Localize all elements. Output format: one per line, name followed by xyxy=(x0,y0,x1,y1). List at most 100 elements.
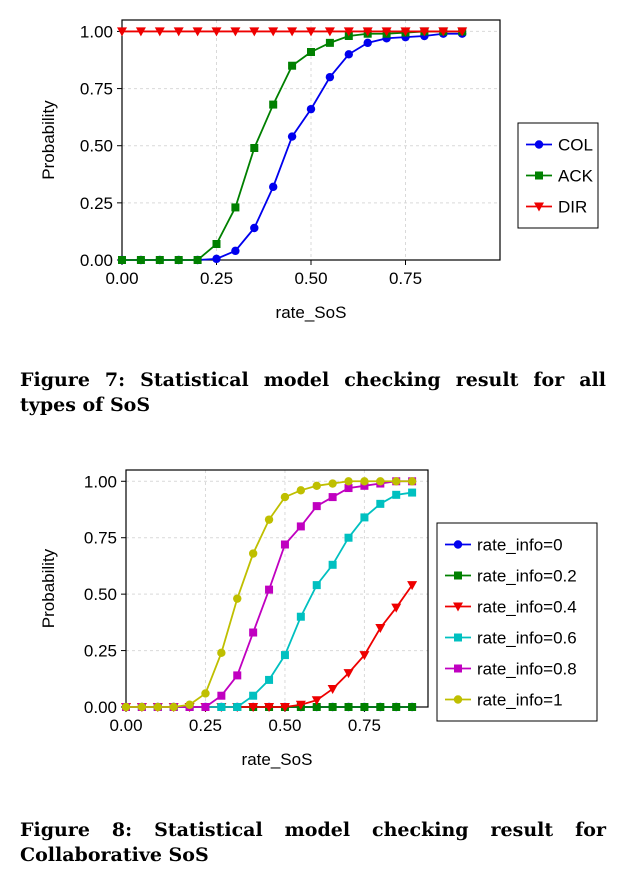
data-point xyxy=(269,182,278,192)
figure-7-caption: Figure 7: Statistical model checking res… xyxy=(20,369,606,416)
data-point xyxy=(250,223,259,233)
data-point xyxy=(201,689,210,698)
legend-marker xyxy=(534,140,544,149)
data-point xyxy=(375,624,386,633)
data-point xyxy=(217,703,226,711)
legend-label: ACK xyxy=(558,167,594,186)
data-point xyxy=(212,254,221,264)
legend-label: rate_info=0.2 xyxy=(477,567,577,586)
data-point xyxy=(279,703,290,712)
legend-marker xyxy=(454,571,462,580)
data-point xyxy=(362,27,373,37)
data-point xyxy=(408,703,417,711)
data-point xyxy=(249,628,258,637)
data-point xyxy=(287,132,297,141)
data-point xyxy=(312,481,321,490)
data-point xyxy=(249,27,260,37)
data-point xyxy=(169,702,178,712)
data-point xyxy=(280,540,289,549)
data-point xyxy=(264,703,275,712)
figure-8: 0.00 0.25 0.50 0.75 0.00 0.25 0.50 0.75 1.00 rate… xyxy=(0,455,626,780)
data-point xyxy=(287,27,298,37)
legend-box xyxy=(436,522,598,722)
y-tick-label: 1.00 xyxy=(84,472,117,491)
data-point xyxy=(343,27,354,37)
data-point xyxy=(376,499,385,508)
data-point xyxy=(231,203,240,212)
data-point xyxy=(248,703,259,712)
data-point xyxy=(296,612,305,621)
data-point xyxy=(391,603,402,613)
data-point xyxy=(185,700,194,709)
data-point xyxy=(264,515,274,524)
data-point xyxy=(392,477,401,486)
data-point xyxy=(312,703,321,711)
data-point xyxy=(135,27,146,37)
x-tick-label: 0.50 xyxy=(268,716,301,735)
legend-marker xyxy=(453,602,463,612)
data-point xyxy=(363,38,372,48)
x-tick-label: 0.75 xyxy=(348,716,381,735)
data-point xyxy=(217,691,226,700)
x-tick-label: 0.50 xyxy=(294,269,327,288)
y-tick-label: 0.50 xyxy=(80,137,113,156)
x-tick-label: 0.00 xyxy=(109,716,142,735)
legend-label: COL xyxy=(558,136,593,155)
data-point xyxy=(419,27,430,37)
data-point xyxy=(193,256,202,264)
y-tick-label: 0.75 xyxy=(80,80,113,99)
data-point xyxy=(153,702,162,712)
figure-8-caption: Figure 8: Statistical model checking res… xyxy=(20,819,606,866)
x-axis-title: rate_SoS xyxy=(242,750,313,769)
y-tick-label: 0.00 xyxy=(84,698,117,717)
data-point xyxy=(344,533,353,542)
x-tick-label: 0.25 xyxy=(189,716,222,735)
data-point xyxy=(344,50,353,59)
data-point xyxy=(265,675,274,684)
data-point xyxy=(407,581,418,591)
legend-label: rate_info=0 xyxy=(477,536,563,555)
data-point xyxy=(233,594,242,603)
data-point xyxy=(212,240,221,248)
data-point xyxy=(296,486,306,495)
data-point xyxy=(438,27,449,37)
data-point xyxy=(307,48,315,56)
data-point xyxy=(328,703,337,711)
data-point xyxy=(457,27,468,37)
legend-marker xyxy=(454,633,462,642)
legend-label: rate_info=0.4 xyxy=(477,598,577,617)
data-point xyxy=(250,144,259,152)
data-point xyxy=(288,61,297,70)
data-point xyxy=(327,684,338,694)
data-point xyxy=(312,502,321,511)
data-point xyxy=(344,477,353,486)
data-point xyxy=(121,702,131,712)
data-point xyxy=(381,27,392,37)
data-point xyxy=(173,27,184,37)
data-point xyxy=(192,27,203,37)
data-point xyxy=(265,585,274,594)
series-dir xyxy=(117,27,468,37)
y-tick-label: 0.25 xyxy=(80,194,113,213)
legend-label: DIR xyxy=(558,198,587,217)
data-point xyxy=(325,72,335,82)
data-point xyxy=(154,27,165,37)
y-axis-title: Probability xyxy=(39,100,58,180)
data-point xyxy=(311,696,322,706)
y-tick-label: 0.25 xyxy=(84,642,117,661)
data-point xyxy=(376,477,385,486)
legend-marker xyxy=(454,664,462,673)
data-point xyxy=(344,703,353,711)
legend: COL ACK DIR xyxy=(517,122,599,229)
y-tick-label: 1.00 xyxy=(80,22,113,41)
data-point xyxy=(360,477,369,486)
y-tick-label: 0.75 xyxy=(84,529,117,548)
data-point xyxy=(280,492,290,502)
y-tick-label: 0.00 xyxy=(80,251,113,270)
data-point xyxy=(233,703,242,711)
x-axis-title: rate_SoS xyxy=(276,303,347,322)
data-point xyxy=(248,549,258,558)
data-point xyxy=(233,671,242,680)
chart-7: 0.00 0.25 0.50 0.75 0.00 0.25 0.50 0.75 1.00 rate… xyxy=(39,19,599,322)
legend-marker xyxy=(534,202,544,212)
